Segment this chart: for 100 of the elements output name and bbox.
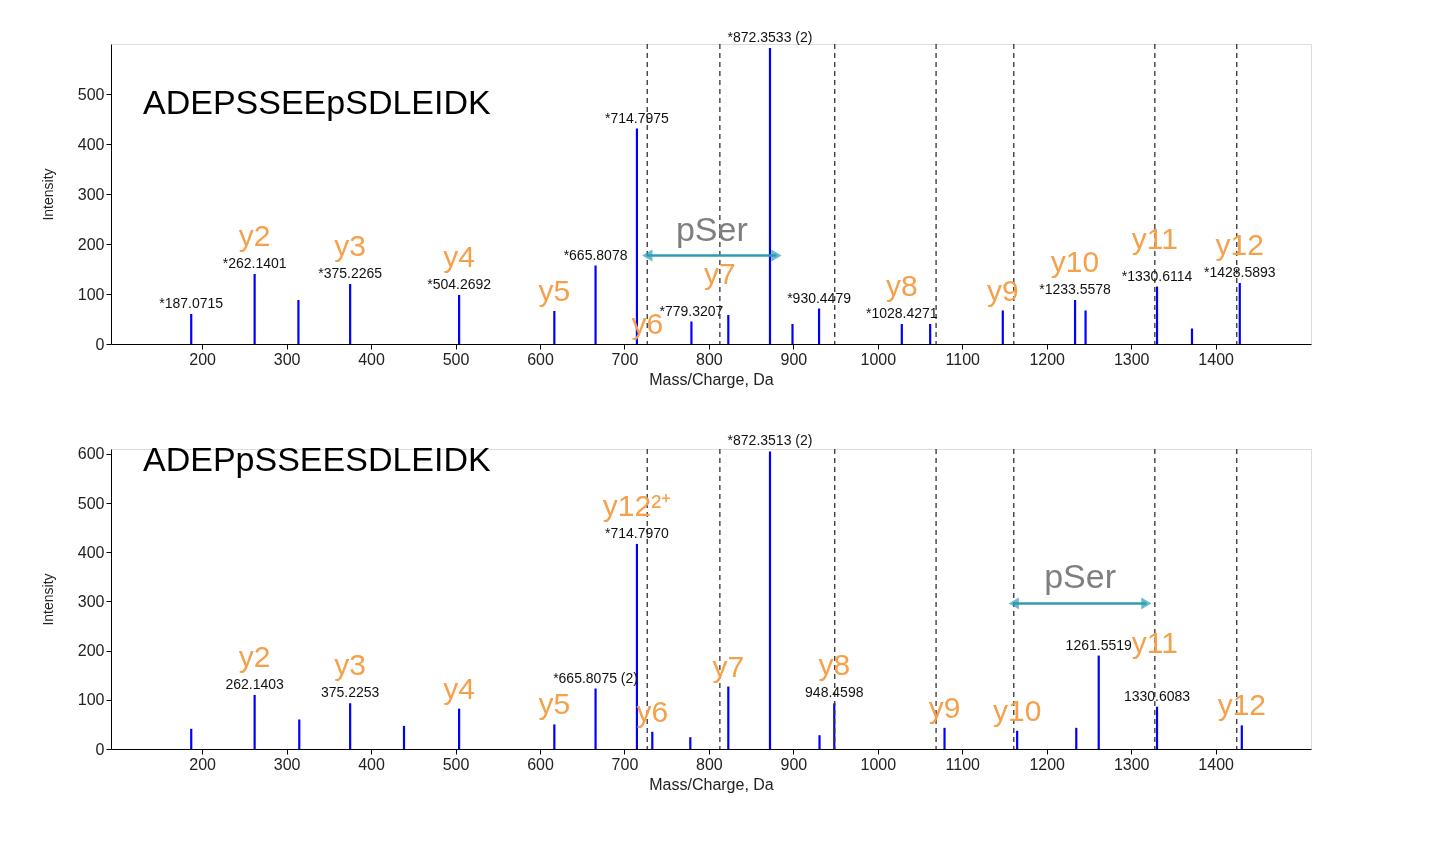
bar [900,324,903,344]
annotation: y5 [538,687,571,721]
x-tick-label: 1400 [1198,755,1235,773]
x-tick-label: 1200 [1029,350,1066,368]
x-tick-label: 1000 [860,350,897,368]
bar [791,324,794,344]
bar [943,727,946,749]
bar [1155,706,1159,749]
x-tick-label: 1100 [945,350,981,368]
x-tick-label: 1100 [945,755,981,773]
bar [553,311,556,344]
annotation: y7 [712,649,745,683]
y-tick-label: 400 [77,135,105,153]
annotation: 375.2253 [320,684,380,701]
annotation: y12²⁺ [602,488,672,522]
y-axis-title: Intensity [39,573,56,626]
annotation: y10 [1050,245,1100,278]
x-tick-label: 1000 [860,755,897,773]
annotation: *262.1401 [222,255,287,271]
x-tick-label: 700 [611,350,639,368]
annotation: y3 [334,648,366,682]
bar [349,284,352,344]
annotation: y11 [1131,222,1178,255]
x-tick-label: 500 [442,350,470,368]
bar [594,688,597,749]
x-tick-label: 1300 [1113,755,1150,773]
bar [1238,283,1241,344]
bar [690,321,693,344]
bar [402,725,406,749]
x-tick-label: 300 [273,350,301,368]
annotation: y8 [818,648,851,682]
annotation: y9 [986,273,1019,307]
y-tick-label: 500 [77,85,105,103]
bar [253,694,256,749]
annotation: y2 [238,219,271,252]
y-tick-label: 500 [77,494,105,512]
bar [1097,655,1100,749]
annotation: *504.2692 [427,276,492,292]
bar [298,719,301,749]
bar [727,315,730,344]
bar [458,708,461,749]
bar [929,324,932,344]
x-tick-label: 1300 [1113,350,1150,368]
annotation: *1028.4271 [865,305,938,321]
annotation: y4 [443,240,475,273]
bar [594,265,597,344]
annotation: y7 [704,257,736,290]
y-tick-label: 200 [77,235,105,253]
bar [1084,310,1087,344]
x-tick-label: 700 [611,755,639,773]
annotation: *930.4479 [787,289,852,306]
y-tick-label: 0 [95,335,105,353]
x-tick-label: 600 [527,755,554,773]
x-tick-label: 800 [696,755,723,773]
x-axis-title: Mass/Charge, Da [649,370,774,388]
x-tick-label: 1400 [1198,350,1235,368]
annotation: *375.2265 [318,265,383,281]
annotation: 262.1403 [225,675,285,692]
x-tick-label: 600 [527,350,554,368]
bar [349,703,352,749]
x-tick-label: 200 [189,755,217,773]
annotation: *187.0715 [159,295,224,311]
x-tick-label: 200 [189,350,217,368]
bar [689,737,692,749]
y-tick-label: 100 [77,691,105,709]
annotation: *1330.6114 [1121,267,1193,284]
annotation: *714.7970 [605,524,670,541]
annotation: *665.8078 [563,246,628,263]
annotation: y12 [1215,228,1264,261]
annotation: y4 [443,671,475,705]
annotation: y10 [992,693,1042,727]
annotation: y5 [538,274,571,307]
y-tick-label: 300 [77,185,105,203]
y-tick-label: 200 [77,642,105,660]
x-tick-label: 900 [780,755,808,773]
annotation: y12 [1217,688,1266,722]
x-tick-label: 1200 [1029,755,1066,773]
x-tick-label: 900 [780,350,808,368]
bar [553,724,556,749]
x-tick-label: 400 [358,755,386,773]
x-tick-label: 400 [358,350,386,368]
bar [190,314,193,344]
text: ADEPSSEEpSDLEIDK [143,83,492,121]
bar [727,686,730,749]
annotation: 948.4598 [805,684,864,701]
x-tick-label: 300 [273,755,301,773]
bar [818,735,821,749]
bar [253,274,256,344]
annotation: y3 [334,229,366,262]
annotation: y2 [238,639,271,673]
annotation: *872.3533 (2) [727,29,813,45]
y-tick-label: 0 [95,740,105,758]
x-tick-label: 800 [696,350,723,368]
bar [1240,725,1243,749]
y-tick-label: 600 [77,445,105,463]
annotation: 1330.6083 [1123,687,1191,704]
annotation: y8 [885,269,918,302]
bar [190,728,193,749]
annotation: y9 [928,690,961,724]
bar [768,451,772,749]
